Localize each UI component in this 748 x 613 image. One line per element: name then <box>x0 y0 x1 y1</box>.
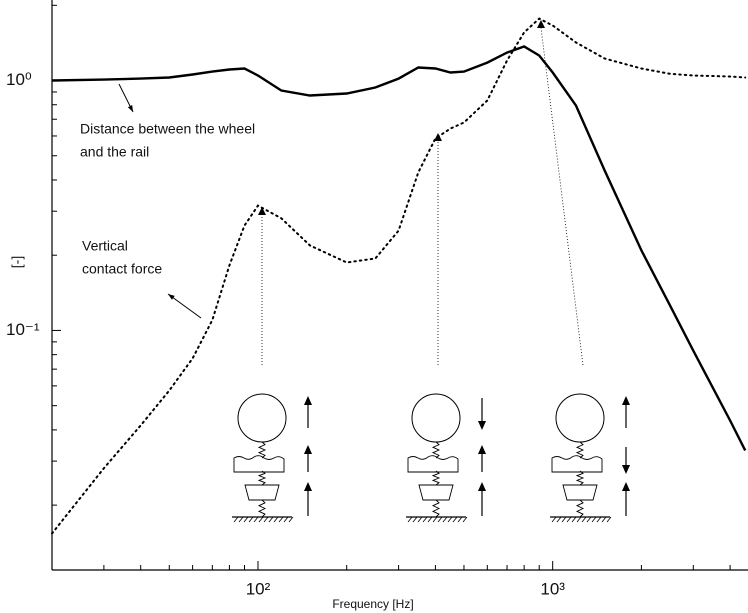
ground-hatch <box>463 517 467 522</box>
ground-hatch <box>413 517 417 522</box>
ground-hatch <box>567 517 571 522</box>
ground-hatch <box>587 517 591 522</box>
motion-arrow-head <box>622 465 630 474</box>
ground-hatch <box>408 517 412 522</box>
ground-hatch <box>602 517 606 522</box>
motion-arrow-head <box>478 445 486 454</box>
ground-hatch <box>552 517 556 522</box>
motion-arrow-head <box>478 421 486 430</box>
ground-hatch <box>289 517 293 522</box>
x-tick-label: 10³ <box>540 579 565 598</box>
spring <box>259 471 265 485</box>
y-axis-label: [-] <box>9 256 25 268</box>
ground-hatch <box>458 517 462 522</box>
ground-hatch <box>453 517 457 522</box>
wheel <box>412 394 460 442</box>
pointer-arrow-head <box>128 105 133 112</box>
ground-hatch <box>264 517 268 522</box>
wheel <box>238 394 286 442</box>
ground-hatch <box>582 517 586 522</box>
pointer-arrow-head <box>168 294 175 300</box>
ground-hatch <box>557 517 561 522</box>
ground-hatch <box>284 517 288 522</box>
series-line <box>52 47 745 451</box>
motion-arrow-head <box>304 445 312 454</box>
ground-hatch <box>249 517 253 522</box>
rail <box>234 456 284 472</box>
ground-hatch <box>597 517 601 522</box>
x-axis-label: Frequency [Hz] <box>332 597 413 611</box>
rail <box>408 456 458 472</box>
x-tick-label: 10² <box>246 579 271 598</box>
guide-head <box>258 207 266 215</box>
ground-hatch <box>239 517 243 522</box>
sleeper <box>245 485 279 500</box>
spring <box>577 500 583 517</box>
ground-hatch <box>279 517 283 522</box>
y-tick-label: 10⁻¹ <box>6 320 40 339</box>
ground-hatch <box>423 517 427 522</box>
ground-hatch <box>433 517 437 522</box>
guide-line <box>541 28 583 365</box>
y-tick-label: 10⁰ <box>6 70 32 89</box>
spring <box>577 471 583 485</box>
ground-hatch <box>607 517 611 522</box>
ground-hatch <box>448 517 452 522</box>
spring <box>259 500 265 517</box>
motion-arrow-head <box>478 482 486 491</box>
rail <box>552 456 602 472</box>
motion-arrow-head <box>622 396 630 405</box>
ground-hatch <box>572 517 576 522</box>
guide-head <box>434 133 442 141</box>
ground-hatch <box>274 517 278 522</box>
ground-hatch <box>592 517 596 522</box>
ground-hatch <box>269 517 273 522</box>
motion-arrow-head <box>622 482 630 491</box>
annotation: Vertical <box>82 238 128 254</box>
wheel <box>556 394 604 442</box>
spring <box>433 471 439 485</box>
ground-hatch <box>234 517 238 522</box>
ground-hatch <box>259 517 263 522</box>
annotation: contact force <box>82 261 162 277</box>
ground-hatch <box>254 517 258 522</box>
motion-arrow-head <box>304 396 312 405</box>
ground-hatch <box>418 517 422 522</box>
ground-hatch <box>244 517 248 522</box>
ground-hatch <box>428 517 432 522</box>
motion-arrow-head <box>304 482 312 491</box>
annotation: Distance between the wheel <box>80 121 255 137</box>
sleeper <box>563 485 597 500</box>
ground-hatch <box>577 517 581 522</box>
ground-hatch <box>443 517 447 522</box>
ground-hatch <box>438 517 442 522</box>
sleeper <box>419 485 453 500</box>
chart: Frequency [Hz] [-] 10² 10³ 10⁻¹ 10⁰ Distance… <box>0 0 748 613</box>
spring <box>433 500 439 517</box>
ground-hatch <box>562 517 566 522</box>
annotation: and the rail <box>80 144 149 160</box>
